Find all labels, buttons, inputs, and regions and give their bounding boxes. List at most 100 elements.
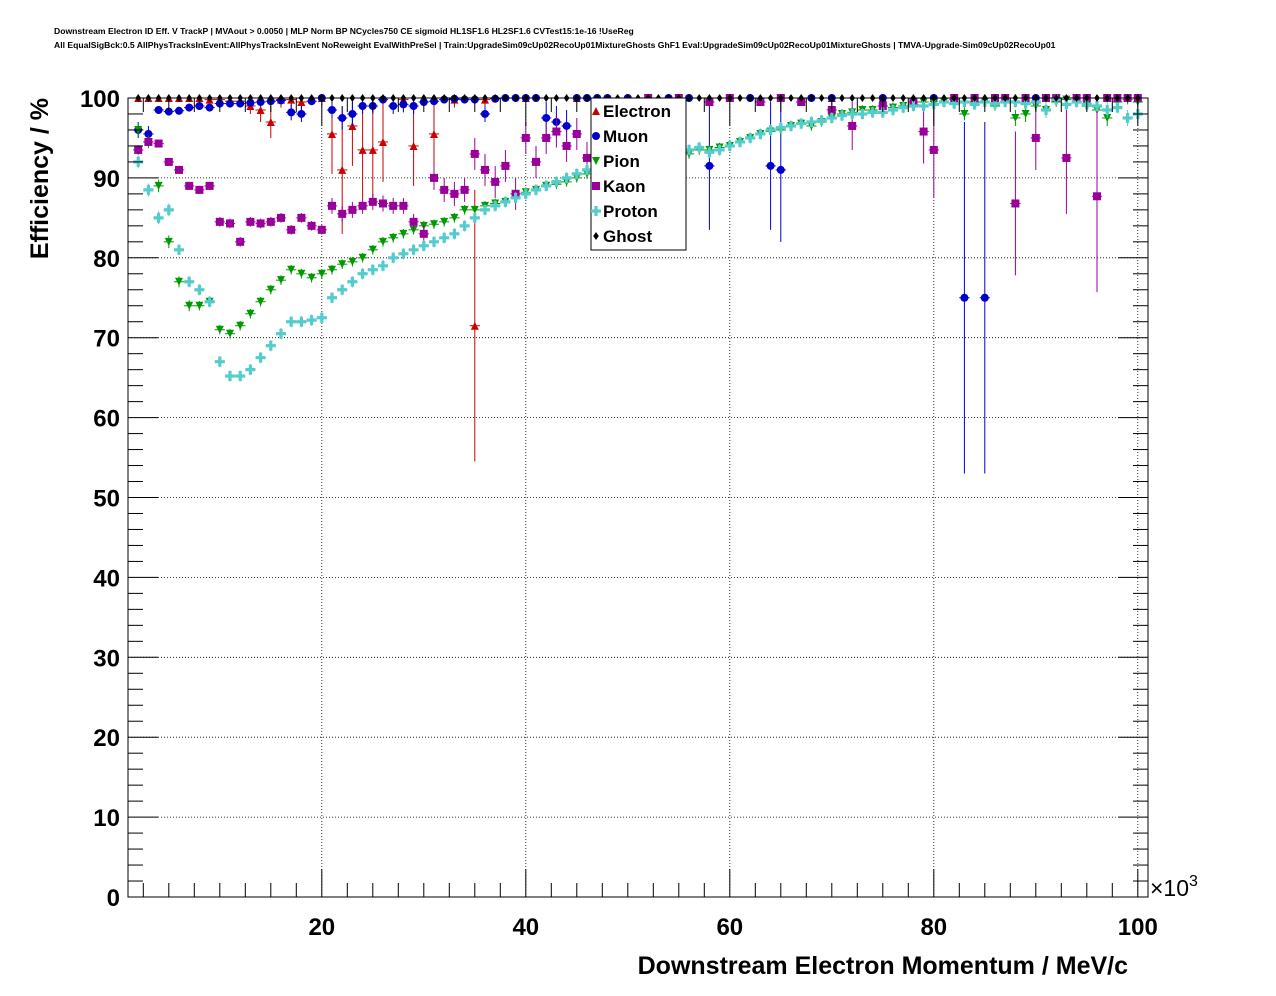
data-point xyxy=(1041,104,1051,115)
data-point xyxy=(571,168,582,179)
y-tick-label: 0 xyxy=(107,885,120,912)
x-tick-label: 60 xyxy=(716,914,743,941)
data-point xyxy=(562,121,571,130)
data-point xyxy=(481,109,489,118)
data-point xyxy=(225,371,235,382)
data-point xyxy=(316,312,327,323)
data-point xyxy=(694,142,705,153)
data-point xyxy=(592,157,600,165)
data-point xyxy=(542,133,551,142)
y-tick-label: 60 xyxy=(93,406,120,433)
data-point xyxy=(430,173,438,182)
data-point xyxy=(1031,133,1040,142)
data-point xyxy=(786,120,797,131)
data-point xyxy=(338,165,347,174)
data-point xyxy=(449,228,460,239)
data-point xyxy=(735,136,746,147)
data-point xyxy=(327,292,337,303)
data-point xyxy=(520,188,531,199)
data-point xyxy=(358,253,367,262)
data-point xyxy=(857,108,868,119)
y-tick-label: 20 xyxy=(93,725,120,752)
data-point xyxy=(898,102,909,113)
data-point xyxy=(245,364,256,375)
data-point xyxy=(205,181,214,190)
y-tick-label: 80 xyxy=(93,246,120,273)
data-point xyxy=(235,371,246,382)
data-point xyxy=(236,99,245,108)
data-point xyxy=(195,301,204,310)
data-point xyxy=(592,132,600,140)
data-point xyxy=(226,99,234,108)
data-point xyxy=(134,145,143,154)
data-point xyxy=(490,200,501,211)
data-point xyxy=(357,268,368,279)
legend-label: Proton xyxy=(603,202,658,221)
data-point xyxy=(1112,102,1123,113)
data-point xyxy=(164,157,173,166)
data-point xyxy=(918,100,929,111)
legend: Electron Muon Pion Kaon Proton Ghost xyxy=(590,97,687,251)
data-point xyxy=(306,315,317,326)
x-tick-label: 20 xyxy=(308,914,335,941)
data-point xyxy=(1092,100,1102,111)
data-point xyxy=(1021,109,1030,118)
axis-ticks xyxy=(128,97,1148,898)
data-point xyxy=(429,236,439,247)
data-point xyxy=(1062,153,1071,162)
data-point xyxy=(266,217,275,226)
y-tick-label: 100 xyxy=(80,86,120,113)
data-point xyxy=(888,104,899,115)
data-point xyxy=(409,141,418,150)
data-point xyxy=(277,276,285,285)
chart-title-line-2: All EqualSigBck:0.5 AllPhysTracksInEvent… xyxy=(54,40,1056,50)
data-point xyxy=(195,101,204,110)
data-point xyxy=(510,192,521,203)
data-point xyxy=(389,101,398,110)
data-point xyxy=(867,107,878,118)
data-point xyxy=(266,285,275,294)
data-point xyxy=(460,205,469,214)
data-point xyxy=(409,217,418,226)
data-point xyxy=(205,103,214,112)
data-point xyxy=(960,109,969,118)
y-tick-label: 90 xyxy=(93,166,120,193)
data-point xyxy=(358,145,367,154)
y-tick-label: 10 xyxy=(93,805,120,832)
data-point xyxy=(439,232,450,243)
data-point xyxy=(175,165,183,174)
data-point xyxy=(704,147,715,158)
data-point xyxy=(1061,99,1072,110)
y-tick-label: 50 xyxy=(93,486,120,513)
data-point xyxy=(154,139,163,148)
data-point xyxy=(246,309,255,318)
data-point xyxy=(368,145,377,154)
data-point xyxy=(501,161,510,170)
data-point xyxy=(348,205,357,214)
data-point xyxy=(246,217,255,226)
data-point xyxy=(960,293,969,302)
data-point xyxy=(185,181,194,190)
data-point xyxy=(144,137,153,146)
data-point xyxy=(766,161,775,170)
data-point xyxy=(521,133,530,142)
data-point xyxy=(358,201,367,210)
data-point xyxy=(583,153,591,162)
data-point xyxy=(450,213,459,222)
data-point xyxy=(705,161,714,170)
data-point xyxy=(266,117,275,126)
data-point xyxy=(347,276,358,287)
legend-entry-proton: Proton xyxy=(591,202,658,221)
data-point xyxy=(317,269,326,278)
legend-entry-muon: Muon xyxy=(592,127,648,146)
legend-label: Muon xyxy=(603,127,648,146)
data-point xyxy=(418,240,429,251)
data-point xyxy=(379,237,387,246)
y-axis-label: Efficiency / % xyxy=(26,98,54,259)
data-point xyxy=(969,99,980,110)
y-tick-label: 30 xyxy=(93,645,120,672)
data-point xyxy=(724,140,735,151)
data-point xyxy=(214,356,225,367)
data-point xyxy=(256,219,265,228)
data-point xyxy=(348,109,357,118)
